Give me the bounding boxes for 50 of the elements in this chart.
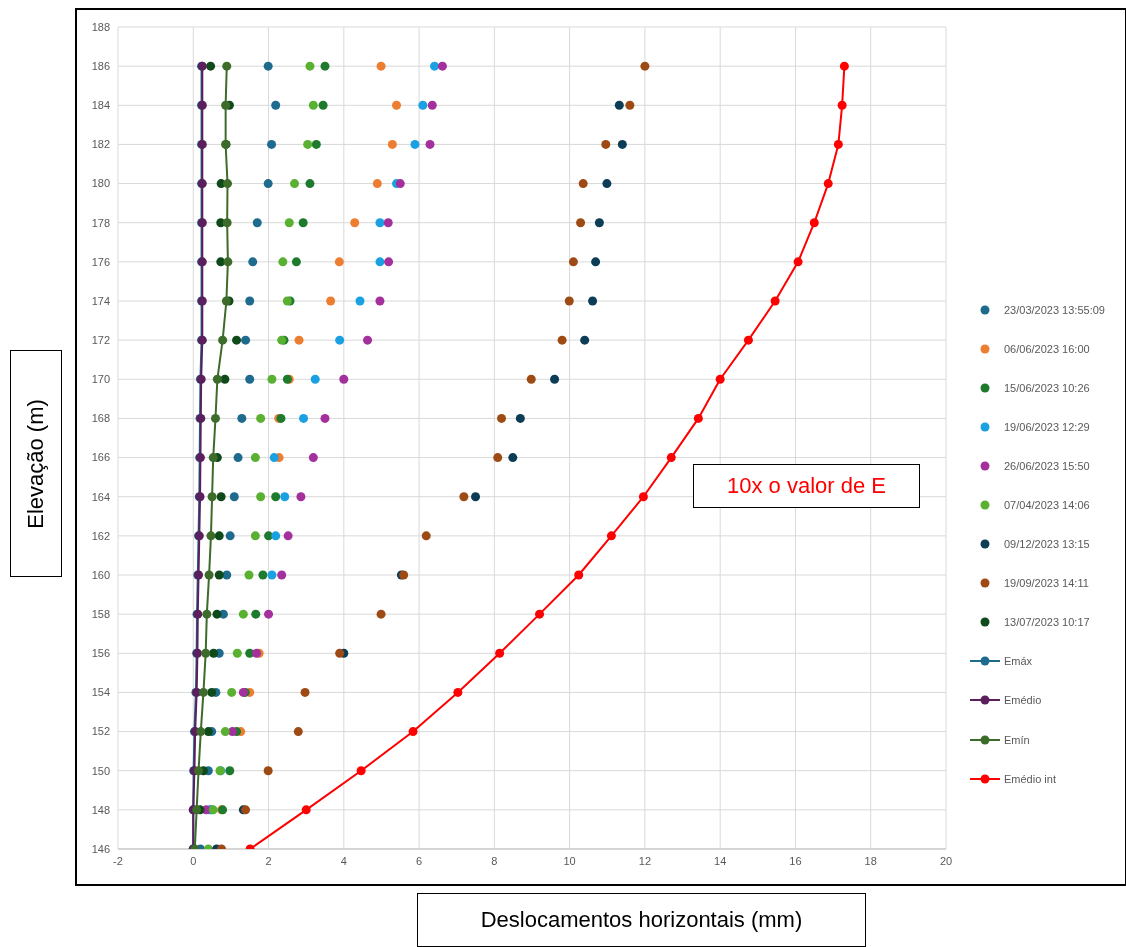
y-tick-label: 180	[91, 177, 110, 190]
legend-label: 09/12/2023 13:15	[1004, 538, 1090, 551]
x-tick-label: 0	[190, 854, 197, 867]
y-tick-label: 148	[91, 803, 110, 816]
legend-label: 07/04/2023 14:06	[1004, 499, 1090, 512]
y-tick-label: 174	[91, 294, 110, 307]
annotation: 10x o valor de E	[693, 464, 920, 508]
y-tick-label: 188	[91, 20, 110, 33]
legend-label: Emédio int	[1004, 772, 1056, 785]
legend-label: Emín	[1004, 733, 1030, 746]
legend-label: 19/09/2023 14:11	[1004, 577, 1089, 590]
x-tick-label: 4	[340, 854, 347, 867]
y-tick-label: 176	[91, 255, 110, 268]
y-tick-label: 172	[91, 334, 110, 347]
y-tick-label: 164	[91, 490, 110, 503]
y-tick-label: 146	[91, 842, 110, 855]
y-tick-label: 158	[91, 608, 110, 621]
y-tick-label: 168	[91, 412, 110, 425]
legend-label: Emáx	[1004, 655, 1033, 668]
y-tick-label: 156	[91, 647, 110, 660]
x-tick-label: 6	[416, 854, 423, 867]
x-axis-title: Deslocamentos horizontais (mm)	[417, 893, 866, 947]
y-tick-label: 184	[91, 99, 110, 112]
x-tick-label: -2	[113, 854, 123, 867]
y-tick-label: 186	[91, 60, 110, 73]
legend-label: 15/06/2023 10:26	[1004, 381, 1090, 394]
x-tick-label: 2	[265, 854, 272, 867]
x-tick-label: 12	[638, 854, 652, 867]
legend-label: Emédio	[1004, 694, 1042, 707]
y-tick-label: 154	[91, 686, 110, 699]
x-tick-label: 18	[864, 854, 877, 867]
y-tick-label: 160	[91, 568, 110, 581]
y-tick-label: 150	[91, 764, 110, 777]
legend-label: 26/06/2023 15:50	[1004, 459, 1090, 472]
legend-label: 19/06/2023 12:29	[1004, 420, 1090, 433]
x-tick-label: 10	[563, 854, 576, 867]
y-tick-label: 178	[91, 216, 110, 229]
legend-label: 23/03/2023 13:55:09	[1004, 303, 1105, 316]
y-tick-label: 166	[91, 451, 110, 464]
y-tick-label: 182	[91, 138, 110, 151]
y-tick-label: 170	[91, 373, 110, 386]
x-tick-label: 14	[714, 854, 727, 867]
legend-label: 13/07/2023 10:17	[1004, 616, 1090, 629]
x-tick-label: 16	[789, 854, 802, 867]
y-tick-label: 152	[91, 725, 110, 738]
y-tick-label: 162	[91, 529, 110, 542]
y-axis-title: Elevação (m)	[23, 398, 49, 529]
x-tick-label: 8	[491, 854, 498, 867]
x-tick-label: 20	[939, 854, 953, 867]
legend-label: 06/06/2023 16:00	[1004, 342, 1090, 355]
